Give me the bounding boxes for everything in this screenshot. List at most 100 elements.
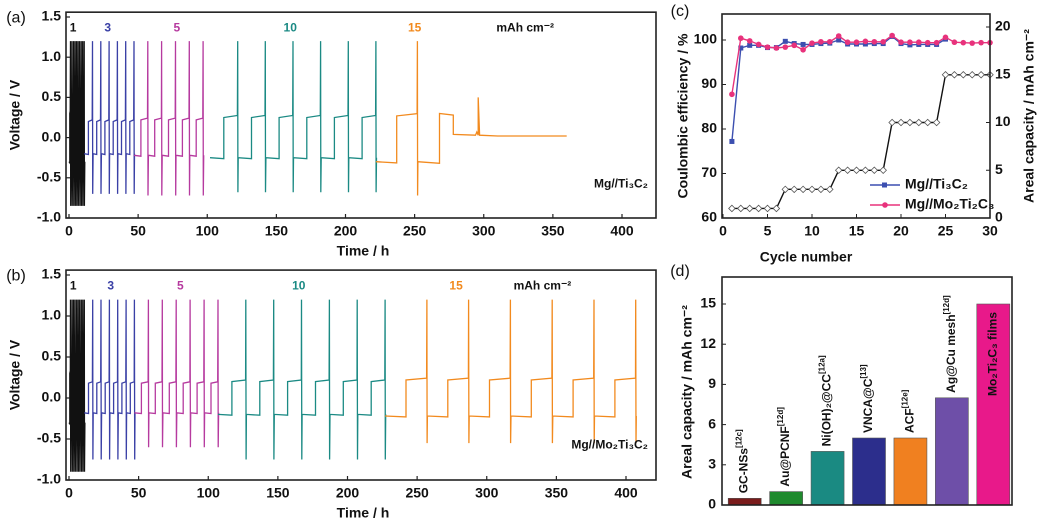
capacity-label: 3 [107, 279, 114, 293]
x-tick-label: 300 [475, 485, 499, 501]
y-tick-label: 100 [694, 31, 718, 47]
legend-marker [882, 202, 888, 208]
data-point [773, 45, 780, 51]
data-point [978, 39, 984, 46]
data-point [870, 166, 879, 175]
voltage-curve-5-mah [134, 299, 220, 448]
data-point [871, 38, 878, 45]
y-tick-label: 0.0 [42, 389, 62, 405]
data-point [799, 185, 807, 194]
y-right-tick-label: 15 [995, 65, 1011, 81]
data-point [897, 118, 905, 127]
bar-label-ref: [12c] [735, 429, 744, 448]
y-right-tick-label: 20 [995, 18, 1011, 34]
bar-label: Au@PCNF[12d] [776, 407, 792, 487]
bar-label-text: Ni(OH)₂@CC [820, 374, 834, 447]
data-point [782, 38, 788, 44]
voltage-curve-10-mah [217, 299, 387, 460]
data-point [818, 38, 824, 45]
voltage-curve-3-mah [84, 299, 136, 460]
data-point [747, 42, 753, 48]
x-tick-label: 30 [982, 223, 998, 239]
data-point [763, 204, 772, 213]
bar-label: Mo₂Ti₂C₃ films [985, 312, 999, 396]
data-point [809, 40, 815, 46]
series-areal-capacity [728, 70, 994, 213]
voltage-curve-15-mah [375, 41, 567, 196]
data-point [835, 33, 842, 39]
y-right-tick-label: 5 [995, 161, 1003, 177]
bar [852, 437, 886, 506]
bar-label-text: Au@PCNF [778, 426, 792, 486]
x-axis-label: Time / h [337, 505, 390, 521]
y-tick-label: -1.0 [37, 209, 61, 225]
data-point [728, 204, 736, 213]
series-ti3c2 [729, 33, 948, 144]
panel-b: (b) 1 3 5 10 15 mAh cm⁻² Mg//Mo₂Ti₃C₂ 0 50 100 150 2… [6, 266, 648, 521]
data-point [843, 166, 852, 175]
data-point [880, 38, 886, 45]
y-tick-label: -1.0 [37, 471, 61, 487]
x-tick-label: 350 [545, 485, 569, 501]
data-point [800, 41, 806, 47]
data-point [951, 39, 958, 46]
bar-label-ref: [12d] [942, 295, 951, 314]
y-tick-label: 0 [708, 496, 716, 512]
y-tick-label: 6 [708, 415, 716, 431]
panel-label: (c) [671, 3, 690, 20]
x-tick-label: 350 [541, 223, 565, 239]
data-point [836, 37, 842, 43]
data-point [898, 39, 904, 46]
capacity-label: 3 [104, 20, 111, 34]
y-right-axis-label: Areal capacity / mAh cm⁻² [1021, 29, 1037, 203]
capacity-label: 1 [70, 20, 77, 34]
data-point [791, 42, 797, 49]
y-tick-label: 1.0 [42, 307, 62, 323]
voltage-curve-15-mah [385, 299, 637, 444]
data-point [826, 185, 834, 194]
panel-c: (c) 0 5 10 15 20 25 30 60 70 80 90 100 0 5 10 15 20 Cycle … [671, 3, 1037, 264]
y-tick-label: 1.0 [42, 48, 62, 64]
voltage-curve-10-mah [209, 41, 378, 193]
y-tick-label: 12 [700, 335, 716, 351]
data-point [889, 32, 895, 39]
data-point [862, 38, 869, 45]
x-tick-label: 200 [334, 223, 358, 239]
bar [769, 491, 803, 506]
data-point [906, 118, 914, 127]
x-tick-label: 250 [403, 223, 427, 239]
y-tick-label: 1.5 [42, 266, 62, 282]
cell-label: Mg//Mo₂Ti₃C₂ [571, 438, 648, 452]
x-tick-label: 100 [196, 223, 220, 239]
x-tick-label: 400 [610, 223, 634, 239]
data-point [834, 166, 843, 175]
bar [810, 451, 845, 506]
series-mo2ti2c3 [729, 32, 993, 98]
bar-label: GC-NSs[12c] [735, 429, 751, 493]
y-tick-label: 60 [701, 209, 717, 225]
x-tick-label: 0 [65, 223, 73, 239]
data-point [764, 44, 771, 50]
bar-label-ref: [12a] [818, 355, 827, 374]
data-point [968, 70, 976, 79]
data-point [977, 70, 985, 79]
plot-frame [65, 269, 657, 481]
data-point [879, 166, 887, 175]
bar-label: Ag@Cu mesh[12d] [942, 295, 958, 393]
data-point [738, 35, 744, 42]
x-tick-label: 150 [265, 223, 289, 239]
data-point [915, 118, 923, 127]
x-tick-label: 300 [472, 223, 496, 239]
data-point [808, 185, 816, 194]
voltage-curve-3-mah [84, 41, 136, 194]
plot-frame [721, 13, 991, 219]
legend-label: Mg//Mo₂Ti₂C₃ [905, 196, 994, 212]
x-tick-label: 50 [130, 223, 146, 239]
y-axis-label: Voltage / V [7, 79, 23, 150]
x-tick-label: 25 [938, 223, 954, 239]
data-point [916, 39, 922, 46]
bar-label-ref: [12e] [901, 389, 910, 408]
unit-label: mAh cm⁻² [496, 20, 554, 34]
y-tick-label: 0.5 [42, 348, 62, 364]
